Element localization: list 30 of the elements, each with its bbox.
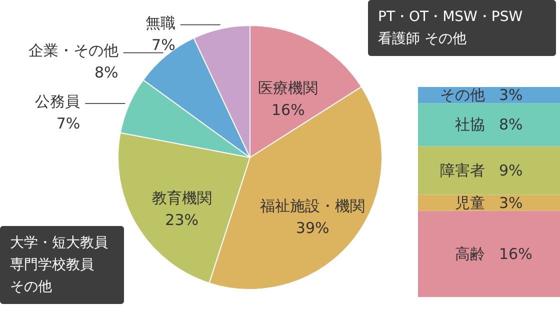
data-label: 7%: [56, 114, 80, 132]
data-label: 9%: [499, 161, 523, 180]
slice-label: 企業・その他: [28, 42, 118, 60]
data-label: 3%: [499, 194, 523, 212]
text: PT・OT・MSW・PSW: [378, 8, 524, 27]
bar: [418, 146, 560, 195]
series-label: 障害者: [440, 161, 485, 180]
data-label: 23%: [165, 210, 198, 229]
series-label: 社協: [455, 116, 485, 134]
bar: [418, 210, 560, 297]
data-label: 8%: [94, 64, 118, 82]
slice-label: 公務員: [35, 92, 80, 110]
data-label: 39%: [296, 219, 330, 238]
slice-label: 無職: [145, 14, 176, 32]
series-label: その他: [440, 86, 485, 104]
data-label: 7%: [152, 36, 176, 54]
series-label: 児童: [455, 194, 485, 212]
bar: [418, 103, 560, 146]
text: 専門学校教員: [10, 256, 95, 275]
data-label: 16%: [271, 101, 305, 120]
data-label: 3%: [499, 86, 523, 104]
text: 看護師 その他: [378, 30, 468, 49]
text: 大学・短大教員: [10, 234, 109, 253]
slice-label: 医療機関: [258, 79, 318, 98]
data-label: 16%: [499, 244, 532, 263]
slice-label: 福祉施設・機関: [260, 197, 366, 216]
series-label: 高齢: [455, 244, 485, 263]
slice-label: 教育機関: [152, 188, 212, 207]
text: その他: [10, 278, 53, 297]
data-label: 8%: [499, 116, 523, 134]
